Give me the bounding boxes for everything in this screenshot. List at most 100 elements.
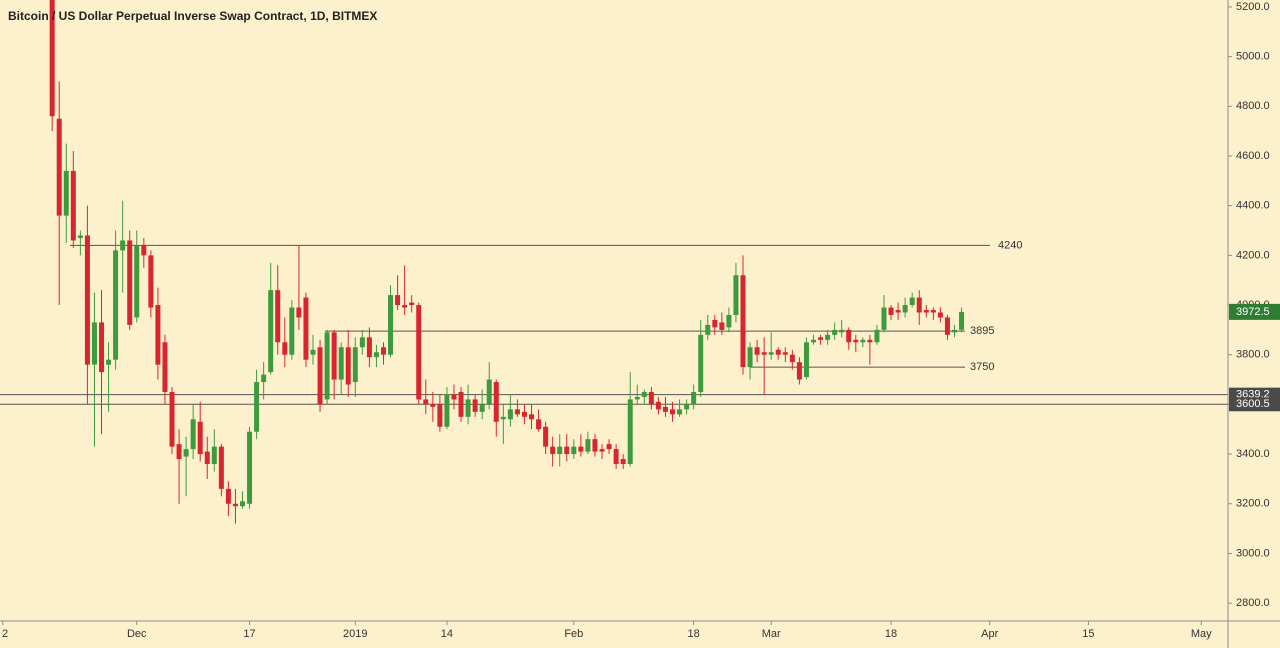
y-tick-label: 2800.0 (1236, 597, 1270, 609)
candle-body (275, 290, 281, 343)
candle-body (338, 347, 344, 380)
candle-body (606, 444, 612, 450)
candle-body (359, 337, 365, 348)
candle-body (832, 329, 838, 335)
candle-body (395, 295, 401, 306)
candle-body (514, 409, 520, 415)
candle-body (211, 446, 217, 465)
candle-body (296, 307, 302, 318)
plot-area (0, 0, 1228, 524)
candle-body (430, 404, 436, 407)
candle-body (846, 329, 852, 343)
candle-body (916, 297, 922, 313)
x-tick-label: 17 (243, 628, 255, 640)
last-price-label: 3972.5 (1236, 306, 1270, 318)
candle-body (888, 307, 894, 315)
candle-body (599, 449, 605, 452)
last-price-box (1229, 303, 1280, 320)
candle-body (698, 334, 704, 392)
candle-body (380, 347, 386, 355)
candle-body (120, 240, 126, 251)
y-tick-label: 4200.0 (1236, 249, 1270, 261)
candle-body (951, 329, 957, 333)
candle-body (733, 275, 739, 315)
candle-body (183, 449, 189, 457)
candle-body (388, 295, 394, 355)
x-tick-label: Feb (564, 628, 583, 640)
candle-body (761, 352, 767, 355)
candle-body (155, 305, 161, 365)
candle-body (465, 399, 471, 417)
chart-title: Bitcoin / US Dollar Perpetual Inverse Sw… (8, 9, 377, 23)
candle-body (585, 439, 591, 452)
candle-body (99, 322, 105, 373)
y-tick-label: 3200.0 (1236, 498, 1270, 510)
candle-body (56, 118, 62, 216)
candle-body (521, 411, 527, 417)
candle-body (303, 297, 309, 360)
candle-body (261, 374, 267, 383)
candle-body (204, 451, 210, 465)
candle-body (902, 305, 908, 313)
candle-body (310, 349, 316, 355)
candle-body (536, 419, 542, 430)
x-tick-label: 18 (885, 628, 897, 640)
candle-body (479, 404, 485, 412)
candle-body (543, 426, 549, 447)
candle-body (789, 354, 795, 363)
level-label: 3895 (970, 325, 994, 337)
candle-body (106, 359, 112, 365)
y-tick-label: 4400.0 (1236, 200, 1270, 212)
candle-body (726, 314, 732, 328)
candle-body (197, 421, 203, 455)
candle-body (775, 349, 781, 355)
candle-body (507, 409, 513, 420)
candle-body (627, 399, 633, 465)
candle-body (493, 382, 499, 422)
candle-body (247, 431, 253, 504)
price-label: 3600.5 (1236, 398, 1270, 410)
y-tick-label: 3000.0 (1236, 547, 1270, 559)
level-label: 4240 (998, 239, 1022, 251)
candle-body (289, 307, 295, 355)
candle-body (176, 444, 182, 460)
candle-body (747, 347, 753, 368)
candle-body (472, 399, 478, 412)
y-tick-label: 3400.0 (1236, 448, 1270, 460)
candle-body (853, 339, 859, 343)
candle-body (959, 311, 965, 330)
candle-body (409, 302, 415, 306)
x-tick-label: 2 (2, 628, 8, 640)
candle-body (127, 240, 133, 325)
candle-body (712, 319, 718, 328)
candle-body (91, 322, 97, 365)
candle-body (754, 347, 760, 355)
candle-body (218, 446, 224, 489)
candle-body (670, 409, 676, 415)
candle-body (49, 0, 55, 117)
candle-body (458, 391, 464, 417)
x-tick-label: 15 (1082, 628, 1094, 640)
y-tick-label: 4800.0 (1236, 100, 1270, 112)
x-tick-label: May (1191, 628, 1212, 640)
x-tick-label: Mar (762, 628, 781, 640)
candle-body (232, 503, 238, 507)
candle-body (768, 352, 774, 355)
candle-body (84, 235, 90, 365)
level-label: 3750 (970, 361, 994, 373)
candle-body (923, 310, 929, 313)
candle-body (719, 322, 725, 330)
candle-body (810, 339, 816, 343)
candle-body (662, 406, 668, 412)
candle-body (423, 399, 429, 405)
candle-body (324, 332, 330, 400)
candle-body (162, 342, 168, 392)
y-tick-label: 5200.0 (1236, 1, 1270, 13)
candle-body (944, 317, 950, 335)
x-tick-label: Apr (981, 628, 998, 640)
candle-body (705, 324, 711, 335)
candle-body (366, 337, 372, 358)
price-label-box (1229, 397, 1280, 412)
